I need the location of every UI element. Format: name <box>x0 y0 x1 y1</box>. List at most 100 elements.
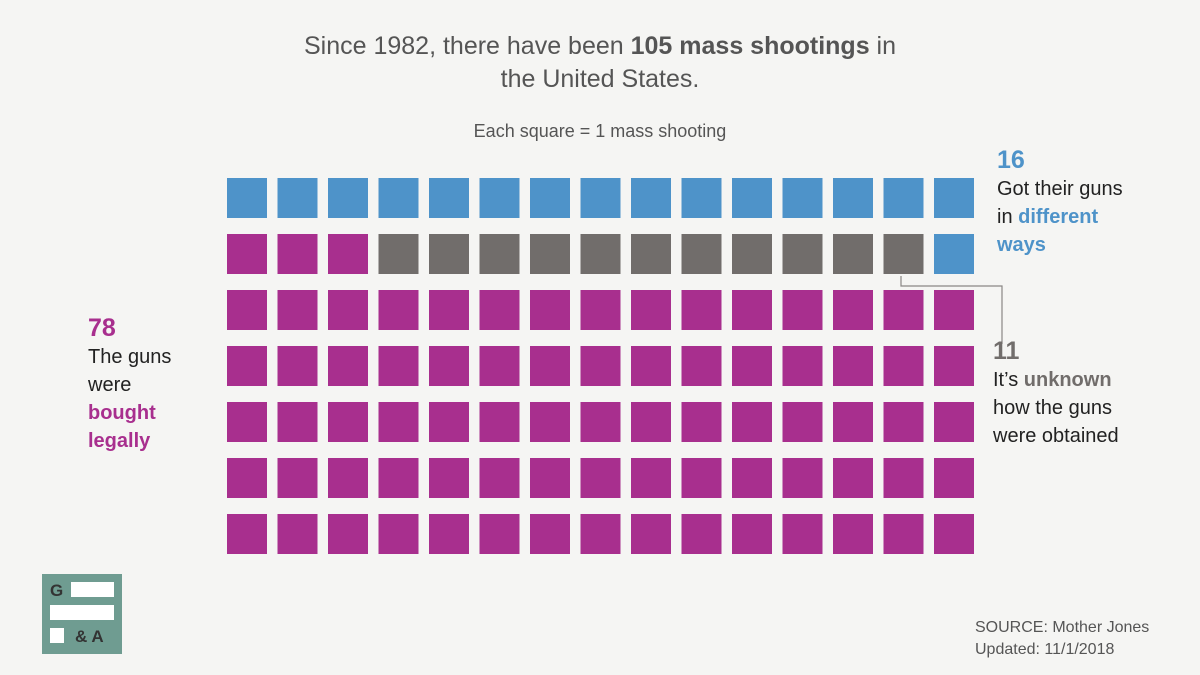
waffle-square-mag <box>681 514 722 554</box>
waffle-square-mag <box>732 514 772 554</box>
waffle-square-mag <box>883 458 924 498</box>
waffle-square-mag <box>328 458 368 498</box>
waffle-square-mag <box>782 346 823 386</box>
waffle-square-mag <box>227 346 267 386</box>
waffle-square-grey <box>631 234 671 274</box>
waffle-square-mag <box>479 346 520 386</box>
waffle-square-mag <box>681 290 722 330</box>
waffle-square-mag <box>883 514 924 554</box>
waffle-square-grey <box>530 234 570 274</box>
waffle-square-blue <box>479 178 520 218</box>
waffle-square-mag <box>328 402 368 442</box>
waffle-square-grey <box>429 234 469 274</box>
waffle-square-blue <box>782 178 823 218</box>
waffle-square-mag <box>732 290 772 330</box>
waffle-square-mag <box>378 514 419 554</box>
waffle-square-mag <box>227 290 267 330</box>
waffle-square-mag <box>580 458 621 498</box>
waffle-square-mag <box>934 514 974 554</box>
waffle-square-mag <box>782 514 823 554</box>
different-ways-count: 16 <box>997 146 1025 174</box>
waffle-square-mag <box>530 346 570 386</box>
unknown-count: 11 <box>993 337 1020 365</box>
waffle-square-blue <box>227 178 267 218</box>
waffle-square-mag <box>429 402 469 442</box>
waffle-square-mag <box>580 402 621 442</box>
waffle-square-mag <box>631 514 671 554</box>
waffle-square-mag <box>934 346 974 386</box>
waffle-square-mag <box>429 458 469 498</box>
waffle-square-blue <box>934 234 974 274</box>
waffle-square-grey <box>782 234 823 274</box>
waffle-square-mag <box>681 402 722 442</box>
waffle-square-blue <box>378 178 419 218</box>
waffle-square-mag <box>580 514 621 554</box>
waffle-square-mag <box>277 290 318 330</box>
waffle-square-mag <box>782 402 823 442</box>
waffle-square-mag <box>681 458 722 498</box>
waffle-square-mag <box>631 346 671 386</box>
waffle-square-mag <box>328 346 368 386</box>
waffle-square-mag <box>378 402 419 442</box>
waffle-square-mag <box>580 290 621 330</box>
waffle-square-mag <box>934 402 974 442</box>
waffle-square-mag <box>479 290 520 330</box>
waffle-square-blue <box>580 178 621 218</box>
waffle-square-blue <box>277 178 318 218</box>
waffle-square-mag <box>833 514 873 554</box>
waffle-square-mag <box>227 402 267 442</box>
svg-text:& A: & A <box>75 627 104 646</box>
waffle-square-mag <box>429 514 469 554</box>
waffle-square-mag <box>378 346 419 386</box>
waffle-square-mag <box>277 346 318 386</box>
waffle-square-mag <box>530 402 570 442</box>
waffle-square-blue <box>530 178 570 218</box>
waffle-square-mag <box>328 514 368 554</box>
bought-legally-annotation: 78 The guns were bought legally <box>88 314 172 452</box>
waffle-square-grey <box>580 234 621 274</box>
chart-title: Since 1982, there have been 105 mass sho… <box>303 32 897 93</box>
waffle-square-mag <box>782 290 823 330</box>
waffle-square-mag <box>833 402 873 442</box>
waffle-square-mag <box>328 290 368 330</box>
waffle-square-mag <box>732 402 772 442</box>
waffle-square-blue <box>883 178 924 218</box>
waffle-square-mag <box>681 346 722 386</box>
waffle-square-blue <box>681 178 722 218</box>
waffle-square-mag <box>833 346 873 386</box>
waffle-square-blue <box>934 178 974 218</box>
bought-legally-count: 78 <box>88 314 116 342</box>
chart-subtitle: Each square = 1 mass shooting <box>473 121 727 141</box>
waffle-square-mag <box>631 402 671 442</box>
waffle-square-mag <box>429 346 469 386</box>
ga-logo: G & A <box>42 574 122 654</box>
waffle-square-grey <box>479 234 520 274</box>
waffle-square-mag <box>328 234 368 274</box>
waffle-square-mag <box>277 458 318 498</box>
waffle-square-mag <box>277 234 318 274</box>
waffle-square-mag <box>883 290 924 330</box>
source-note: SOURCE: Mother Jones Updated: 11/1/2018 <box>975 619 1150 658</box>
waffle-square-mag <box>277 514 318 554</box>
waffle-square-mag <box>934 290 974 330</box>
waffle-square-blue <box>631 178 671 218</box>
waffle-square-mag <box>530 514 570 554</box>
waffle-square-mag <box>530 458 570 498</box>
waffle-square-mag <box>277 402 318 442</box>
waffle-square-grey <box>378 234 419 274</box>
waffle-square-grey <box>681 234 722 274</box>
waffle-square-mag <box>479 514 520 554</box>
waffle-square-blue <box>429 178 469 218</box>
waffle-square-mag <box>883 346 924 386</box>
waffle-square-mag <box>883 402 924 442</box>
waffle-square-mag <box>732 346 772 386</box>
waffle-square-mag <box>227 514 267 554</box>
waffle-square-mag <box>631 458 671 498</box>
waffle-square-mag <box>631 290 671 330</box>
waffle-square-grey <box>833 234 873 274</box>
waffle-square-grey <box>732 234 772 274</box>
waffle-square-grey <box>883 234 924 274</box>
waffle-square-mag <box>732 458 772 498</box>
svg-text:G: G <box>50 581 63 600</box>
